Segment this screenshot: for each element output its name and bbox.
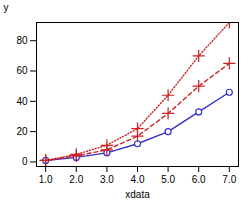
svg-text:5.0: 5.0 [161, 174, 175, 185]
svg-text:0: 0 [22, 156, 28, 167]
svg-text:4.0: 4.0 [131, 174, 145, 185]
svg-text:1.0: 1.0 [39, 174, 53, 185]
svg-text:y: y [4, 2, 9, 13]
svg-text:80: 80 [16, 35, 28, 46]
svg-text:6.0: 6.0 [192, 174, 206, 185]
svg-text:xdata: xdata [125, 189, 150, 200]
svg-text:20: 20 [16, 126, 28, 137]
svg-text:60: 60 [16, 65, 28, 76]
svg-text:2.0: 2.0 [69, 174, 83, 185]
svg-text:7.0: 7.0 [222, 174, 236, 185]
svg-text:40: 40 [16, 96, 28, 107]
svg-text:3.0: 3.0 [100, 174, 114, 185]
